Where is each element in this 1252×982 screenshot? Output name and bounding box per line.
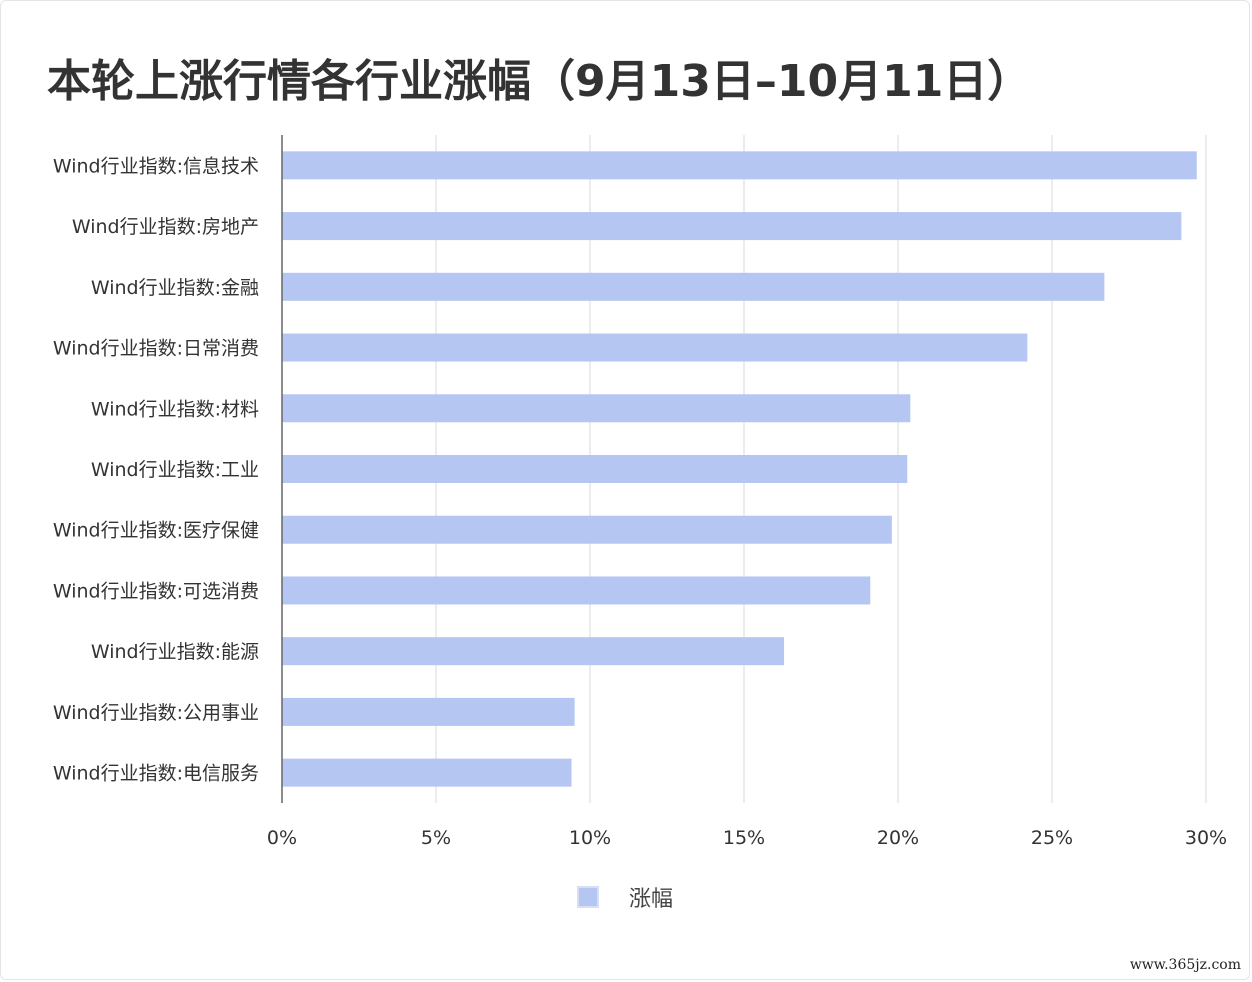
bar xyxy=(282,515,892,544)
category-label: Wind行业指数:日常消费 xyxy=(53,338,259,360)
chart-title: 本轮上涨行情各行业涨幅（9月13日–10月11日） xyxy=(47,56,1032,107)
x-tick-label: 5% xyxy=(421,827,451,849)
category-label: Wind行业指数:材料 xyxy=(91,398,259,420)
category-label: Wind行业指数:能源 xyxy=(91,641,259,663)
category-label: Wind行业指数:金融 xyxy=(91,277,259,299)
category-label: Wind行业指数:可选消费 xyxy=(53,580,259,602)
x-tick-label: 15% xyxy=(723,827,765,849)
legend-swatch xyxy=(577,886,599,908)
category-label: Wind行业指数:电信服务 xyxy=(53,763,259,785)
watermark: www.365jz.com xyxy=(1129,957,1241,973)
x-tick-label: 20% xyxy=(877,827,919,849)
category-label: Wind行业指数:信息技术 xyxy=(53,155,259,177)
category-label: Wind行业指数:房地产 xyxy=(72,216,259,238)
category-label: Wind行业指数:医疗保健 xyxy=(53,520,259,542)
x-tick-label: 0% xyxy=(267,827,297,849)
bar xyxy=(282,272,1105,301)
x-tick-label: 30% xyxy=(1185,827,1227,849)
category-label: Wind行业指数:公用事业 xyxy=(53,702,259,724)
bar xyxy=(282,151,1197,180)
bar xyxy=(282,758,572,787)
bar xyxy=(282,697,575,726)
bar xyxy=(282,212,1182,241)
bar xyxy=(282,455,908,483)
bar xyxy=(282,394,911,423)
bar xyxy=(282,576,871,605)
bar xyxy=(282,637,785,666)
bar xyxy=(282,333,1028,362)
x-tick-label: 25% xyxy=(1031,827,1073,849)
legend-label: 涨幅 xyxy=(629,887,674,912)
x-tick-label: 10% xyxy=(569,827,611,849)
legend: 涨幅 xyxy=(577,881,673,913)
category-label: Wind行业指数:工业 xyxy=(91,459,259,481)
